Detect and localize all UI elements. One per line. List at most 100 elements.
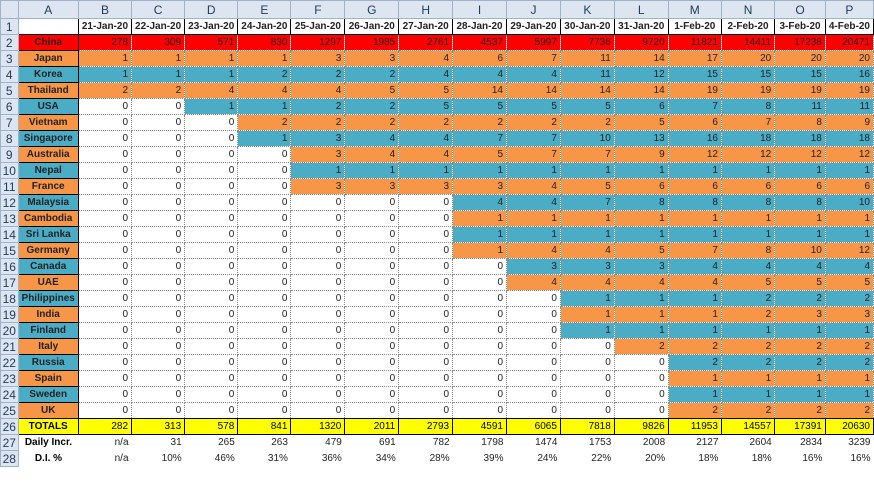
data-cell[interactable]: 11 — [824, 98, 874, 115]
total-cell[interactable]: 7818 — [559, 418, 615, 435]
data-cell[interactable]: 19 — [774, 82, 826, 99]
data-cell[interactable]: 5 — [344, 82, 400, 99]
data-cell[interactable]: 4 — [398, 130, 454, 147]
data-cell[interactable]: 5 — [506, 98, 561, 115]
row-header[interactable]: 18 — [0, 290, 19, 307]
date-header-cell[interactable]: 22-Jan-20 — [131, 18, 186, 35]
data-cell[interactable]: 0 — [131, 162, 186, 179]
data-cell[interactable]: 9 — [824, 114, 874, 131]
data-cell[interactable]: 0 — [131, 354, 186, 371]
country-label[interactable]: Thailand — [17, 82, 79, 99]
data-cell[interactable]: 4 — [506, 242, 561, 259]
data-cell[interactable]: 14 — [613, 82, 669, 99]
data-cell[interactable]: 4 — [824, 258, 874, 275]
data-cell[interactable]: 8 — [774, 194, 826, 211]
data-cell[interactable]: 15 — [774, 66, 826, 83]
data-cell[interactable]: 10 — [559, 130, 615, 147]
data-cell[interactable]: 1 — [774, 210, 826, 227]
data-cell[interactable]: 7 — [506, 50, 561, 67]
data-cell[interactable]: 0 — [184, 242, 239, 259]
country-label[interactable]: Finland — [17, 322, 79, 339]
data-cell[interactable]: 1 — [720, 210, 776, 227]
data-cell[interactable]: 0 — [344, 386, 400, 403]
data-cell[interactable]: 10 — [774, 242, 826, 259]
data-cell[interactable]: 0 — [344, 226, 400, 243]
di-percent-cell[interactable]: 22% — [560, 450, 615, 467]
data-cell[interactable]: 1 — [774, 370, 826, 387]
data-cell[interactable]: 3 — [398, 178, 454, 195]
data-cell[interactable]: 0 — [237, 354, 292, 371]
daily-incr-cell[interactable]: 31 — [131, 434, 185, 451]
daily-incr-cell[interactable]: 1474 — [506, 434, 561, 451]
data-cell[interactable]: 0 — [131, 258, 186, 275]
daily-incr-cell[interactable]: 2127 — [668, 434, 722, 451]
data-cell[interactable]: 0 — [452, 258, 507, 275]
data-cell[interactable]: 0 — [237, 242, 292, 259]
data-cell[interactable]: 1 — [824, 386, 874, 403]
data-cell[interactable]: 4 — [237, 82, 292, 99]
data-cell[interactable]: 8 — [720, 194, 776, 211]
data-cell[interactable]: 0 — [77, 242, 133, 259]
date-header-cell[interactable]: 4-Feb-20 — [824, 18, 874, 35]
data-cell[interactable]: 2 — [824, 290, 874, 307]
data-cell[interactable]: 1 — [667, 226, 722, 243]
data-cell[interactable]: 0 — [398, 370, 454, 387]
data-cell[interactable]: 12 — [774, 146, 826, 163]
data-cell[interactable]: 4 — [452, 194, 507, 211]
data-cell[interactable]: 1 — [131, 66, 186, 83]
row-header[interactable]: 15 — [0, 242, 19, 259]
data-cell[interactable]: 0 — [131, 242, 186, 259]
data-cell[interactable]: 0 — [398, 274, 454, 291]
daily-incr-cell[interactable]: 3239 — [825, 434, 874, 451]
data-cell[interactable]: 0 — [131, 114, 186, 131]
column-header-n[interactable]: N — [720, 0, 776, 19]
data-cell[interactable]: 8 — [613, 194, 669, 211]
total-cell[interactable]: 4591 — [452, 418, 507, 435]
daily-incr-cell[interactable]: 263 — [237, 434, 291, 451]
data-cell[interactable]: 20 — [774, 50, 826, 67]
data-cell[interactable]: 2 — [237, 66, 292, 83]
data-cell[interactable]: 1 — [667, 210, 722, 227]
date-header-cell[interactable]: 25-Jan-20 — [290, 18, 346, 35]
data-cell[interactable]: 3 — [613, 258, 669, 275]
totals-label[interactable]: TOTALS — [17, 418, 79, 435]
country-label[interactable]: Cambodia — [17, 210, 79, 227]
data-cell[interactable]: 0 — [344, 338, 400, 355]
data-cell[interactable]: 0 — [452, 338, 507, 355]
di-percent-cell[interactable]: 28% — [398, 450, 453, 467]
data-cell[interactable]: 1 — [184, 98, 239, 115]
data-cell[interactable]: 6 — [774, 178, 826, 195]
data-cell[interactable]: 4 — [667, 258, 722, 275]
data-cell[interactable]: 8 — [720, 98, 776, 115]
data-cell[interactable]: 4 — [559, 242, 615, 259]
data-cell[interactable]: 1 — [774, 162, 826, 179]
data-cell[interactable]: 4 — [506, 274, 561, 291]
data-cell[interactable]: 2 — [398, 114, 454, 131]
data-cell[interactable]: 0 — [290, 402, 346, 419]
data-cell[interactable]: 2 — [131, 82, 186, 99]
column-header-d[interactable]: D — [184, 0, 239, 19]
data-cell[interactable]: 0 — [452, 322, 507, 339]
total-cell[interactable]: 313 — [131, 418, 186, 435]
data-cell[interactable]: 0 — [290, 242, 346, 259]
data-cell[interactable]: 0 — [398, 242, 454, 259]
data-cell[interactable]: 0 — [237, 322, 292, 339]
data-cell[interactable]: 2 — [824, 338, 874, 355]
country-label[interactable]: India — [17, 306, 79, 323]
data-cell[interactable]: 0 — [290, 210, 346, 227]
data-cell[interactable]: 0 — [290, 354, 346, 371]
data-cell[interactable]: 1 — [667, 370, 722, 387]
data-cell[interactable]: 0 — [398, 338, 454, 355]
data-cell[interactable]: 0 — [506, 386, 561, 403]
column-header-b[interactable]: B — [77, 0, 133, 19]
data-cell[interactable]: 2 — [667, 354, 722, 371]
data-cell[interactable]: 18 — [824, 130, 874, 147]
data-cell[interactable]: 9720 — [613, 34, 669, 51]
total-cell[interactable]: 14557 — [720, 418, 776, 435]
total-cell[interactable]: 6065 — [506, 418, 561, 435]
data-cell[interactable]: 13 — [613, 130, 669, 147]
row-header[interactable]: 8 — [0, 130, 19, 147]
data-cell[interactable]: 0 — [77, 194, 133, 211]
data-cell[interactable]: 14 — [452, 82, 507, 99]
column-header-a[interactable]: A — [17, 0, 79, 19]
